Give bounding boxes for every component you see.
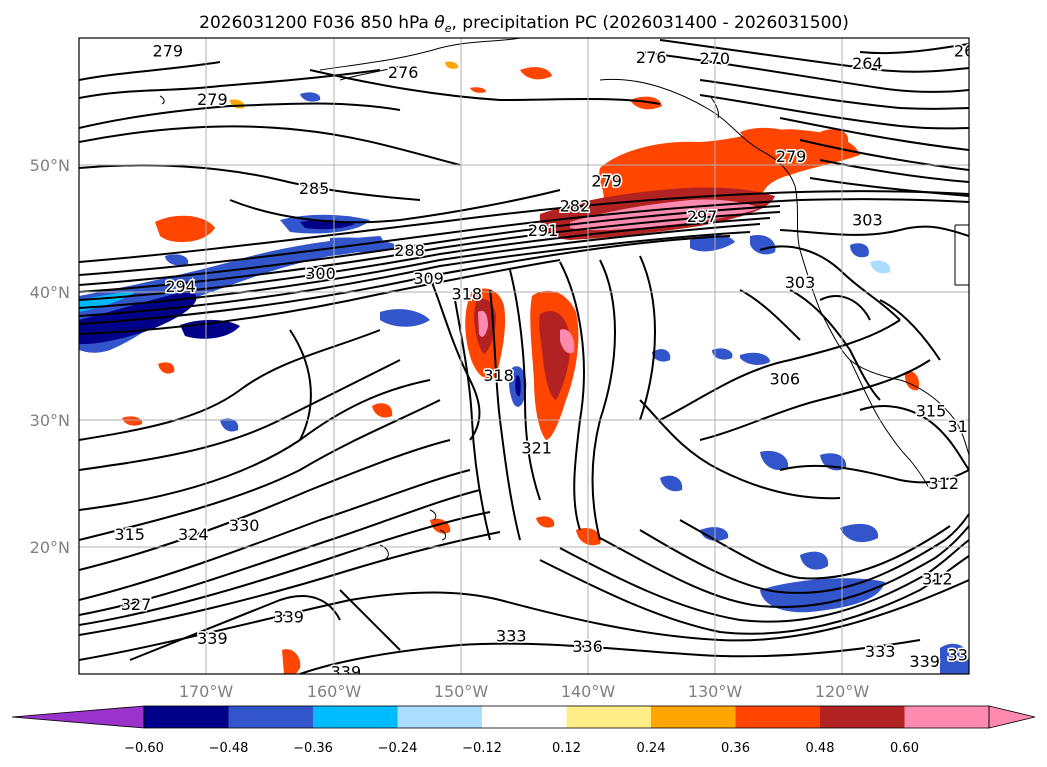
colorbar-over-extension bbox=[988, 705, 1036, 729]
contour-label: 279 bbox=[153, 42, 184, 61]
contour-label: 303 bbox=[852, 211, 883, 230]
contour-label: 303 bbox=[785, 273, 816, 292]
contour-label: 276 bbox=[636, 48, 667, 67]
colorbar-tick-label: 0.60 bbox=[890, 741, 919, 756]
contour-label: 279 bbox=[197, 90, 228, 109]
lat-tick-label: 50°N bbox=[30, 156, 70, 175]
contour-label: 294 bbox=[165, 277, 196, 296]
colorbar-tick-label: −0.12 bbox=[462, 741, 502, 756]
colorbar-tick-label: −0.60 bbox=[124, 741, 164, 756]
figure-title: 2026031200 F036 850 hPa θe, precipitatio… bbox=[199, 13, 849, 35]
contour-label: 300 bbox=[305, 264, 336, 283]
graticule bbox=[79, 38, 969, 674]
contour-label: 318 bbox=[948, 417, 979, 436]
colorbar-tick-label: 0.24 bbox=[637, 741, 666, 756]
contour-label: 297 bbox=[687, 207, 718, 226]
contour-label: 288 bbox=[394, 241, 425, 260]
lon-tick-label: 170°W bbox=[179, 682, 234, 701]
contour-label: 333 bbox=[496, 627, 527, 646]
colorbar-under-extension bbox=[11, 705, 145, 729]
contour-label: 333 bbox=[865, 642, 896, 661]
contour-label: 339 bbox=[331, 662, 362, 681]
theta-e-contours bbox=[79, 39, 969, 674]
contour-label: 285 bbox=[299, 179, 330, 198]
lon-tick-label: 160°W bbox=[307, 682, 362, 701]
lon-tick-labels: 170°W 160°W 150°W 140°W 130°W 120°W bbox=[179, 682, 870, 701]
contour-label: 339 bbox=[273, 608, 304, 627]
colorbar-segment bbox=[482, 706, 567, 728]
contour-label: 315 bbox=[114, 525, 145, 544]
lon-tick-label: 130°W bbox=[688, 682, 743, 701]
contour-label: 279 bbox=[591, 171, 622, 190]
lon-tick-label: 120°W bbox=[815, 682, 870, 701]
contour-label: 336 bbox=[948, 646, 979, 665]
contour-label: 267 bbox=[979, 86, 1010, 105]
colorbar-tick-label: −0.36 bbox=[293, 741, 333, 756]
lat-tick-label: 20°N bbox=[30, 538, 70, 557]
contour-label: 306 bbox=[770, 370, 801, 389]
colorbar-segment bbox=[904, 706, 989, 728]
contour-label: 339 bbox=[909, 652, 940, 671]
contour-label: 282 bbox=[560, 197, 591, 216]
colorbar-segment bbox=[313, 706, 398, 728]
colorbar-segment bbox=[228, 706, 313, 728]
contour-label: 279 bbox=[776, 147, 807, 166]
colorbar-tick-label: −0.24 bbox=[378, 741, 418, 756]
map-frame bbox=[78, 37, 970, 675]
contour-label: 336 bbox=[572, 637, 603, 656]
colorbar-tick-label: 0.12 bbox=[552, 741, 581, 756]
colorbar-tick-label: −0.48 bbox=[209, 741, 249, 756]
contour-label: 276 bbox=[388, 63, 419, 82]
lat-tick-label: 30°N bbox=[30, 411, 70, 430]
colorbar-tick-label: 0.36 bbox=[721, 741, 750, 756]
contour-label: 339 bbox=[197, 629, 228, 648]
colorbar-segment bbox=[566, 706, 651, 728]
contour-label: 315 bbox=[916, 402, 947, 421]
contour-label: 291 bbox=[528, 221, 559, 240]
lon-tick-label: 140°W bbox=[561, 682, 616, 701]
colorbar-segment bbox=[397, 706, 482, 728]
lon-tick-label: 150°W bbox=[434, 682, 489, 701]
contour-label: 318 bbox=[483, 366, 514, 385]
colorbar: −0.60 −0.48 −0.36 −0.24 −0.12 0.12 0.24 … bbox=[11, 705, 1036, 756]
contour-label: 318 bbox=[452, 285, 483, 304]
colorbar-segment bbox=[144, 706, 229, 728]
lat-tick-labels: 50°N 40°N 30°N 20°N bbox=[30, 156, 70, 557]
colorbar-segment bbox=[651, 706, 736, 728]
contour-label: 264 bbox=[852, 54, 883, 73]
contour-label: 324 bbox=[178, 525, 209, 544]
contour-label: 327 bbox=[121, 595, 152, 614]
colorbar-tick-label: 0.48 bbox=[806, 741, 835, 756]
colorbar-segment bbox=[735, 706, 820, 728]
contour-label: 261 bbox=[954, 42, 985, 61]
lat-tick-label: 40°N bbox=[30, 283, 70, 302]
contour-label: 270 bbox=[700, 49, 731, 68]
contour-label: 309 bbox=[413, 269, 444, 288]
colorbar-segment bbox=[820, 706, 905, 728]
contour-label: 321 bbox=[521, 438, 552, 457]
contour-label: 330 bbox=[229, 516, 260, 535]
contour-label: 312 bbox=[929, 474, 960, 493]
contour-label: 312 bbox=[922, 569, 953, 588]
